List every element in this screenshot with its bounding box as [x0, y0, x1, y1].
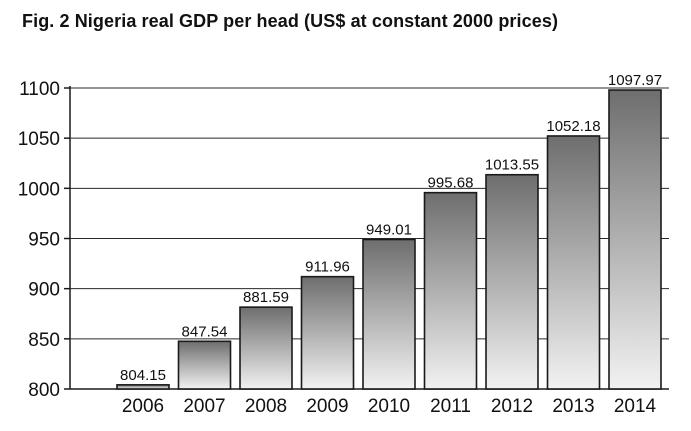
x-tick-label: 2009	[306, 396, 348, 417]
y-tick-label: 800	[28, 380, 60, 401]
bar-2011	[423, 191, 478, 390]
bar-2009	[300, 275, 355, 390]
x-tick-label: 2006	[122, 396, 164, 417]
x-tick-label: 2013	[552, 396, 594, 417]
data-label-2014: 1097.97	[608, 72, 662, 89]
y-tick-label: 850	[28, 330, 60, 351]
data-labels: 804.15 847.54 881.59 911.96 949.01 995.68 1013…	[120, 72, 662, 384]
bars	[116, 89, 662, 390]
tick-labels: 800 850 900 950 1000 1050 1100 2006 2007 2008 2009…	[18, 79, 657, 417]
x-tick-label: 2014	[614, 396, 657, 417]
y-tick-label: 950	[28, 230, 60, 251]
data-label-2008: 881.59	[243, 289, 289, 306]
data-label-2011: 995.68	[428, 175, 474, 192]
bar-2010	[362, 238, 416, 390]
x-tick-label: 2007	[183, 396, 225, 417]
bar-2014	[608, 89, 662, 390]
x-tick-label: 2012	[491, 396, 533, 417]
data-label-2009: 911.96	[305, 259, 350, 276]
x-tick-label: 2008	[245, 396, 287, 417]
y-tick-label: 1000	[18, 179, 60, 200]
bar-2012	[485, 173, 539, 390]
bar-2013	[546, 135, 601, 390]
y-tick-label: 1050	[18, 129, 60, 150]
x-tick-label: 2010	[368, 396, 410, 417]
chart-title: Fig. 2 Nigeria real GDP per head (US$ at…	[22, 11, 559, 31]
data-label-2006: 804.15	[120, 367, 166, 384]
y-tick-label: 1100	[19, 79, 60, 100]
data-label-2007: 847.54	[182, 323, 228, 340]
bar-2006	[116, 384, 170, 390]
x-tick-label: 2011	[430, 396, 471, 417]
data-label-2013: 1052.18	[546, 118, 600, 135]
data-label-2010: 949.01	[366, 221, 412, 238]
data-label-2012: 1013.55	[485, 157, 539, 174]
bar-2008	[239, 306, 293, 390]
bar-2007	[177, 340, 232, 390]
y-tick-label: 900	[28, 280, 60, 301]
